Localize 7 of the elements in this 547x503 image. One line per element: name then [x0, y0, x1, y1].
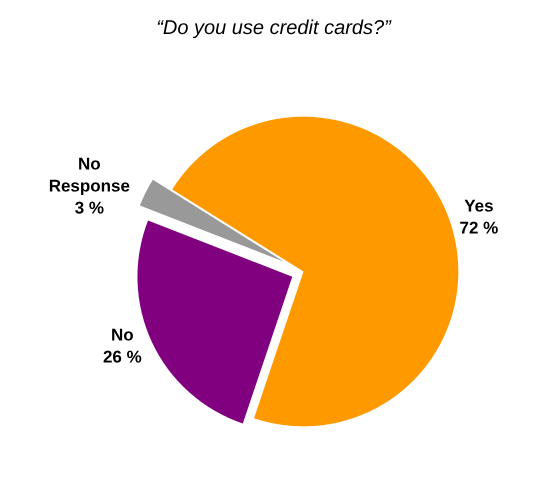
slice-label: No — [111, 325, 134, 344]
data-label: 3 % — [74, 198, 104, 218]
data-label: 72 % — [460, 218, 498, 238]
slice-label: No Response — [48, 154, 130, 196]
data-label: 26 % — [102, 347, 142, 366]
chart-title: “Do you use credit cards?” — [156, 17, 392, 40]
slice-label: Yes — [464, 196, 494, 216]
